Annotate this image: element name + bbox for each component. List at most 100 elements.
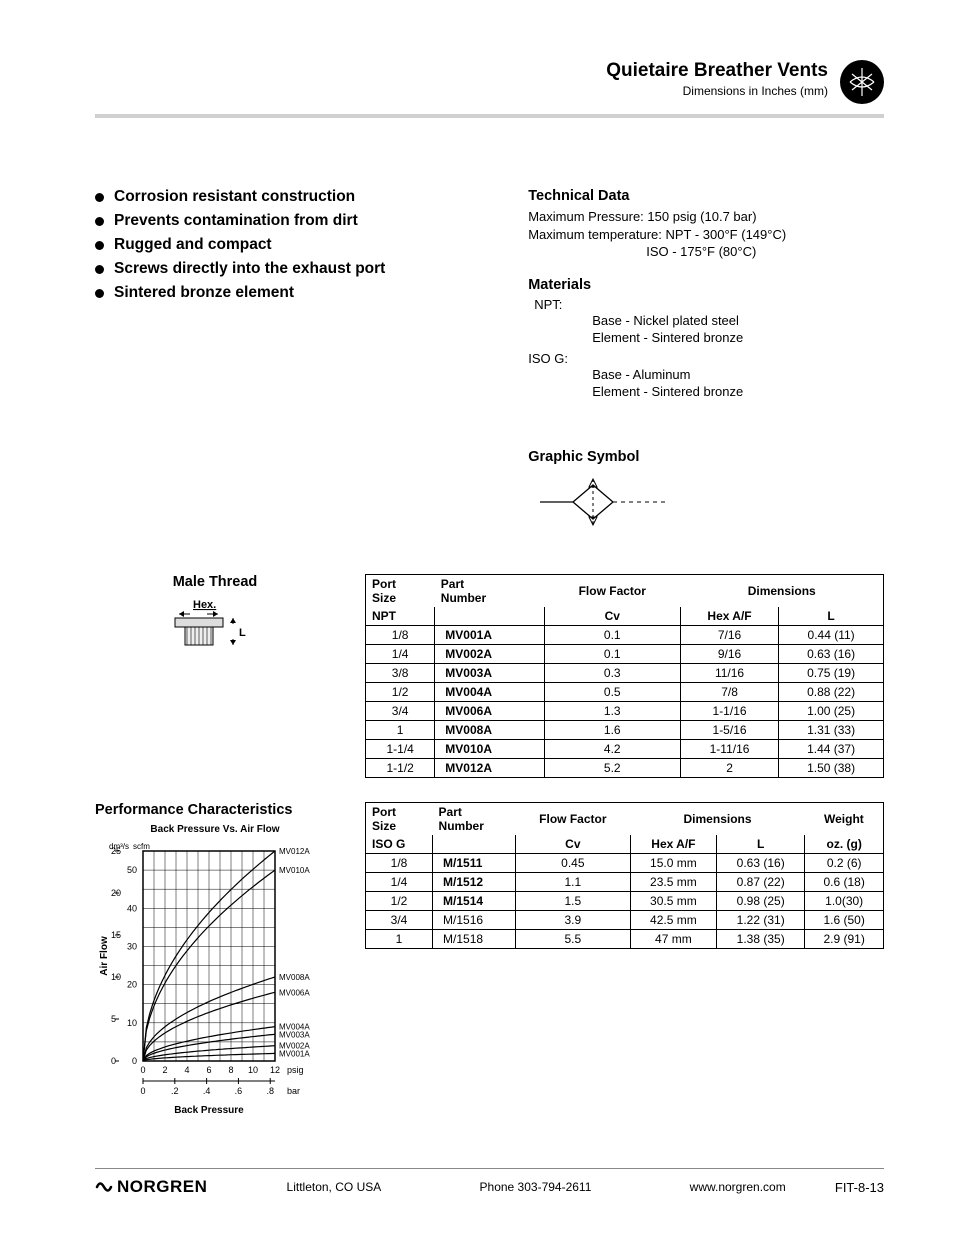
materials-iso-element: Element - Sintered bronze <box>592 383 884 401</box>
cell-hex: 7/8 <box>680 682 778 701</box>
cell-part: MV004A <box>435 682 544 701</box>
th-port-size-iso: Port Size <box>366 802 433 835</box>
th-flow-factor: Flow Factor <box>544 574 680 607</box>
cell-l: 1.44 (37) <box>779 739 884 758</box>
table-row: 1/4MV002A0.19/160.63 (16) <box>366 644 884 663</box>
table-row: 1MV008A1.61-5/161.31 (33) <box>366 720 884 739</box>
svg-text:0: 0 <box>132 1056 137 1066</box>
svg-text:10: 10 <box>248 1065 258 1075</box>
cell-part: MV008A <box>435 720 544 739</box>
th-l-iso: L <box>717 835 805 854</box>
cell-part: MV012A <box>435 758 544 777</box>
materials-npt-element: Element - Sintered bronze <box>592 329 884 347</box>
table-row: 1M/15185.547 mm1.38 (35)2.9 (91) <box>366 929 884 948</box>
brand-text: NORGREN <box>117 1177 207 1197</box>
svg-text:20: 20 <box>127 979 137 989</box>
cell-part: M/1512 <box>433 872 516 891</box>
svg-text:40: 40 <box>127 903 137 913</box>
feature-item: Corrosion resistant construction <box>95 188 488 206</box>
cell-cv: 0.1 <box>544 625 680 644</box>
svg-text:30: 30 <box>127 941 137 951</box>
table-row: 1/8M/15110.4515.0 mm0.63 (16)0.2 (6) <box>366 853 884 872</box>
th-cv: Cv <box>544 607 680 626</box>
cell-port: 3/8 <box>366 663 435 682</box>
cell-l: 0.63 (16) <box>717 853 805 872</box>
svg-text:MV008A: MV008A <box>279 973 310 982</box>
cell-weight: 2.9 (91) <box>805 929 884 948</box>
cell-port: 1 <box>366 720 435 739</box>
cell-weight: 1.0(30) <box>805 891 884 910</box>
svg-text:.6: .6 <box>235 1086 243 1096</box>
svg-text:2: 2 <box>162 1065 167 1075</box>
footer-page: FIT-8-13 <box>835 1180 884 1195</box>
cell-port: 1/4 <box>366 872 433 891</box>
cell-cv: 5.5 <box>515 929 630 948</box>
th-l: L <box>779 607 884 626</box>
svg-text:MV003A: MV003A <box>279 1030 310 1039</box>
page-header: Quietaire Breather Vents Dimensions in I… <box>95 60 884 104</box>
cell-hex: 23.5 mm <box>630 872 716 891</box>
th-weight-unit: oz. (g) <box>805 835 884 854</box>
cell-hex: 1-1/16 <box>680 701 778 720</box>
table-row: 3/4MV006A1.31-1/161.00 (25) <box>366 701 884 720</box>
svg-text:0: 0 <box>140 1065 145 1075</box>
materials-iso-label: ISO G: <box>528 351 884 366</box>
cell-part: MV003A <box>435 663 544 682</box>
table-row: 3/8MV003A0.311/160.75 (19) <box>366 663 884 682</box>
cell-part: MV010A <box>435 739 544 758</box>
cell-hex: 1-5/16 <box>680 720 778 739</box>
cell-cv: 1.1 <box>515 872 630 891</box>
cell-hex: 9/16 <box>680 644 778 663</box>
cell-hex: 11/16 <box>680 663 778 682</box>
th-npt: NPT <box>366 607 435 626</box>
page-subtitle: Dimensions in Inches (mm) <box>95 84 828 98</box>
cell-cv: 0.3 <box>544 663 680 682</box>
cell-port: 1/2 <box>366 891 433 910</box>
technical-data-heading: Technical Data <box>528 188 884 204</box>
cell-cv: 5.2 <box>544 758 680 777</box>
table-row: 1/8MV001A0.17/160.44 (11) <box>366 625 884 644</box>
cell-l: 0.63 (16) <box>779 644 884 663</box>
technical-data-body: Maximum Pressure: 150 psig (10.7 bar) Ma… <box>528 208 884 261</box>
cell-weight: 0.2 (6) <box>805 853 884 872</box>
svg-text:.4: .4 <box>203 1086 211 1096</box>
header-rule <box>95 114 884 118</box>
table-row: 1/2M/15141.530.5 mm0.98 (25)1.0(30) <box>366 891 884 910</box>
cell-cv: 0.1 <box>544 644 680 663</box>
feature-item: Screws directly into the exhaust port <box>95 260 488 278</box>
svg-text:12: 12 <box>270 1065 280 1075</box>
svg-text:6: 6 <box>206 1065 211 1075</box>
table-row: 1/4M/15121.123.5 mm0.87 (22)0.6 (18) <box>366 872 884 891</box>
cell-hex: 7/16 <box>680 625 778 644</box>
cell-port: 1/4 <box>366 644 435 663</box>
svg-text:scfm: scfm <box>133 842 150 851</box>
svg-text:.2: .2 <box>171 1086 179 1096</box>
tech-temp-iso: ISO - 175°F (80°C) <box>528 243 884 261</box>
cell-part: MV002A <box>435 644 544 663</box>
materials-heading: Materials <box>528 277 884 293</box>
th-iso: ISO G <box>366 835 433 854</box>
cell-l: 0.75 (19) <box>779 663 884 682</box>
cell-cv: 0.5 <box>544 682 680 701</box>
svg-text:8: 8 <box>228 1065 233 1075</box>
page-footer: NORGREN Littleton, CO USA Phone 303-794-… <box>95 1168 884 1197</box>
cell-cv: 1.6 <box>544 720 680 739</box>
svg-text:Back Pressure: Back Pressure <box>174 1105 244 1116</box>
svg-text:MV012A: MV012A <box>279 847 310 856</box>
cell-port: 1-1/4 <box>366 739 435 758</box>
cell-cv: 1.3 <box>544 701 680 720</box>
male-thread-diagram: Hex. L <box>155 596 275 666</box>
cell-cv: 3.9 <box>515 910 630 929</box>
iso-table: Port Size Part Number Flow Factor Dimens… <box>365 802 884 949</box>
cell-l: 0.44 (11) <box>779 625 884 644</box>
svg-text:psig: psig <box>287 1065 304 1075</box>
cell-hex: 1-11/16 <box>680 739 778 758</box>
cell-port: 3/4 <box>366 910 433 929</box>
cell-cv: 1.5 <box>515 891 630 910</box>
brand-logo: NORGREN <box>95 1177 207 1197</box>
th-cv-iso: Cv <box>515 835 630 854</box>
cell-port: 1/8 <box>366 625 435 644</box>
materials-iso-base: Base - Aluminum <box>592 366 884 384</box>
svg-text:dm³/s: dm³/s <box>109 842 129 851</box>
footer-location: Littleton, CO USA <box>287 1180 382 1194</box>
